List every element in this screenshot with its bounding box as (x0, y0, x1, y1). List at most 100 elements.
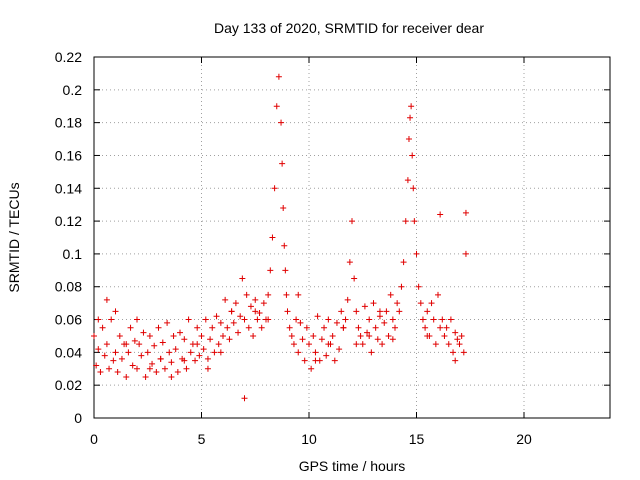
data-point (280, 204, 287, 211)
y-tick-label: 0 (74, 410, 82, 426)
data-point (432, 341, 439, 348)
data-point (306, 341, 312, 348)
data-point (424, 332, 431, 339)
data-point (310, 332, 317, 339)
data-point (387, 291, 394, 298)
data-point (424, 308, 431, 315)
data-point (323, 352, 330, 359)
data-point (301, 357, 308, 364)
data-point (462, 250, 469, 257)
data-point (123, 373, 130, 380)
data-point (97, 369, 104, 376)
data-point (118, 355, 125, 362)
data-point (452, 329, 459, 336)
data-point (192, 357, 199, 364)
data-point (336, 346, 343, 353)
data-point (314, 313, 321, 320)
data-point (297, 319, 304, 326)
y-tick-label: 0.2 (63, 82, 83, 98)
data-point (400, 259, 407, 266)
data-point (331, 357, 338, 364)
data-point (381, 319, 388, 326)
data-point (265, 316, 272, 323)
data-point (252, 308, 259, 315)
data-point (408, 103, 415, 110)
x-tick-label: 15 (409, 431, 425, 447)
data-point (346, 259, 353, 266)
data-point (131, 337, 138, 344)
data-point (168, 359, 175, 366)
data-point (445, 341, 452, 348)
data-point (134, 365, 140, 372)
data-point (151, 342, 158, 349)
data-point (123, 341, 130, 348)
data-point (235, 329, 242, 336)
data-point (338, 308, 345, 315)
y-tick-label: 0.14 (55, 180, 82, 196)
data-point (342, 316, 349, 323)
data-point (325, 341, 332, 348)
data-point (288, 332, 295, 339)
data-point (290, 341, 297, 348)
data-point (353, 308, 360, 315)
data-point (177, 329, 183, 336)
data-point (389, 336, 396, 343)
data-point (284, 308, 291, 315)
data-point (166, 349, 173, 356)
data-point (91, 332, 97, 339)
data-point (413, 250, 420, 257)
data-point (279, 160, 286, 167)
data-point (222, 296, 229, 303)
y-tick-label: 0.04 (55, 344, 82, 360)
data-point (168, 373, 175, 380)
data-point (325, 316, 332, 323)
data-point (368, 349, 375, 356)
data-point (439, 316, 446, 323)
data-point (103, 341, 110, 348)
data-point (450, 349, 457, 356)
data-point (258, 324, 265, 331)
data-point (430, 316, 437, 323)
data-point (283, 291, 290, 298)
data-point (146, 332, 153, 339)
data-points (91, 73, 469, 402)
data-point (241, 316, 248, 323)
data-point (340, 324, 347, 331)
data-point (247, 303, 254, 310)
y-tick-label: 0.02 (55, 377, 82, 393)
data-point (361, 303, 368, 310)
data-point (462, 209, 469, 216)
data-point (250, 332, 257, 339)
data-point (349, 218, 355, 225)
data-point (269, 234, 276, 241)
data-point (295, 349, 302, 356)
data-point (125, 349, 132, 356)
data-point (398, 283, 405, 290)
data-point (394, 300, 401, 307)
data-point (196, 352, 203, 359)
data-point (237, 313, 244, 320)
data-point (106, 365, 113, 372)
data-point (282, 267, 289, 274)
data-point (366, 332, 373, 339)
data-point (149, 360, 156, 367)
data-point (95, 316, 102, 323)
data-point (159, 339, 166, 346)
data-point (402, 218, 409, 225)
data-point (299, 336, 306, 343)
data-point (198, 332, 205, 339)
data-point (112, 349, 119, 356)
data-point (142, 373, 149, 380)
data-point (239, 275, 246, 282)
data-point (379, 341, 386, 348)
data-point (254, 316, 261, 323)
data-point (170, 332, 177, 339)
data-point (389, 316, 396, 323)
data-point (116, 332, 123, 339)
data-point (271, 185, 278, 192)
data-point (187, 349, 194, 356)
axis-ticks: 0 0.02 0.04 0.06 0.08 0.1 0.12 0.14 0.16 0.18 0.2 0… (55, 49, 610, 447)
data-point (318, 336, 325, 343)
data-point (333, 319, 340, 326)
data-point (217, 349, 224, 356)
